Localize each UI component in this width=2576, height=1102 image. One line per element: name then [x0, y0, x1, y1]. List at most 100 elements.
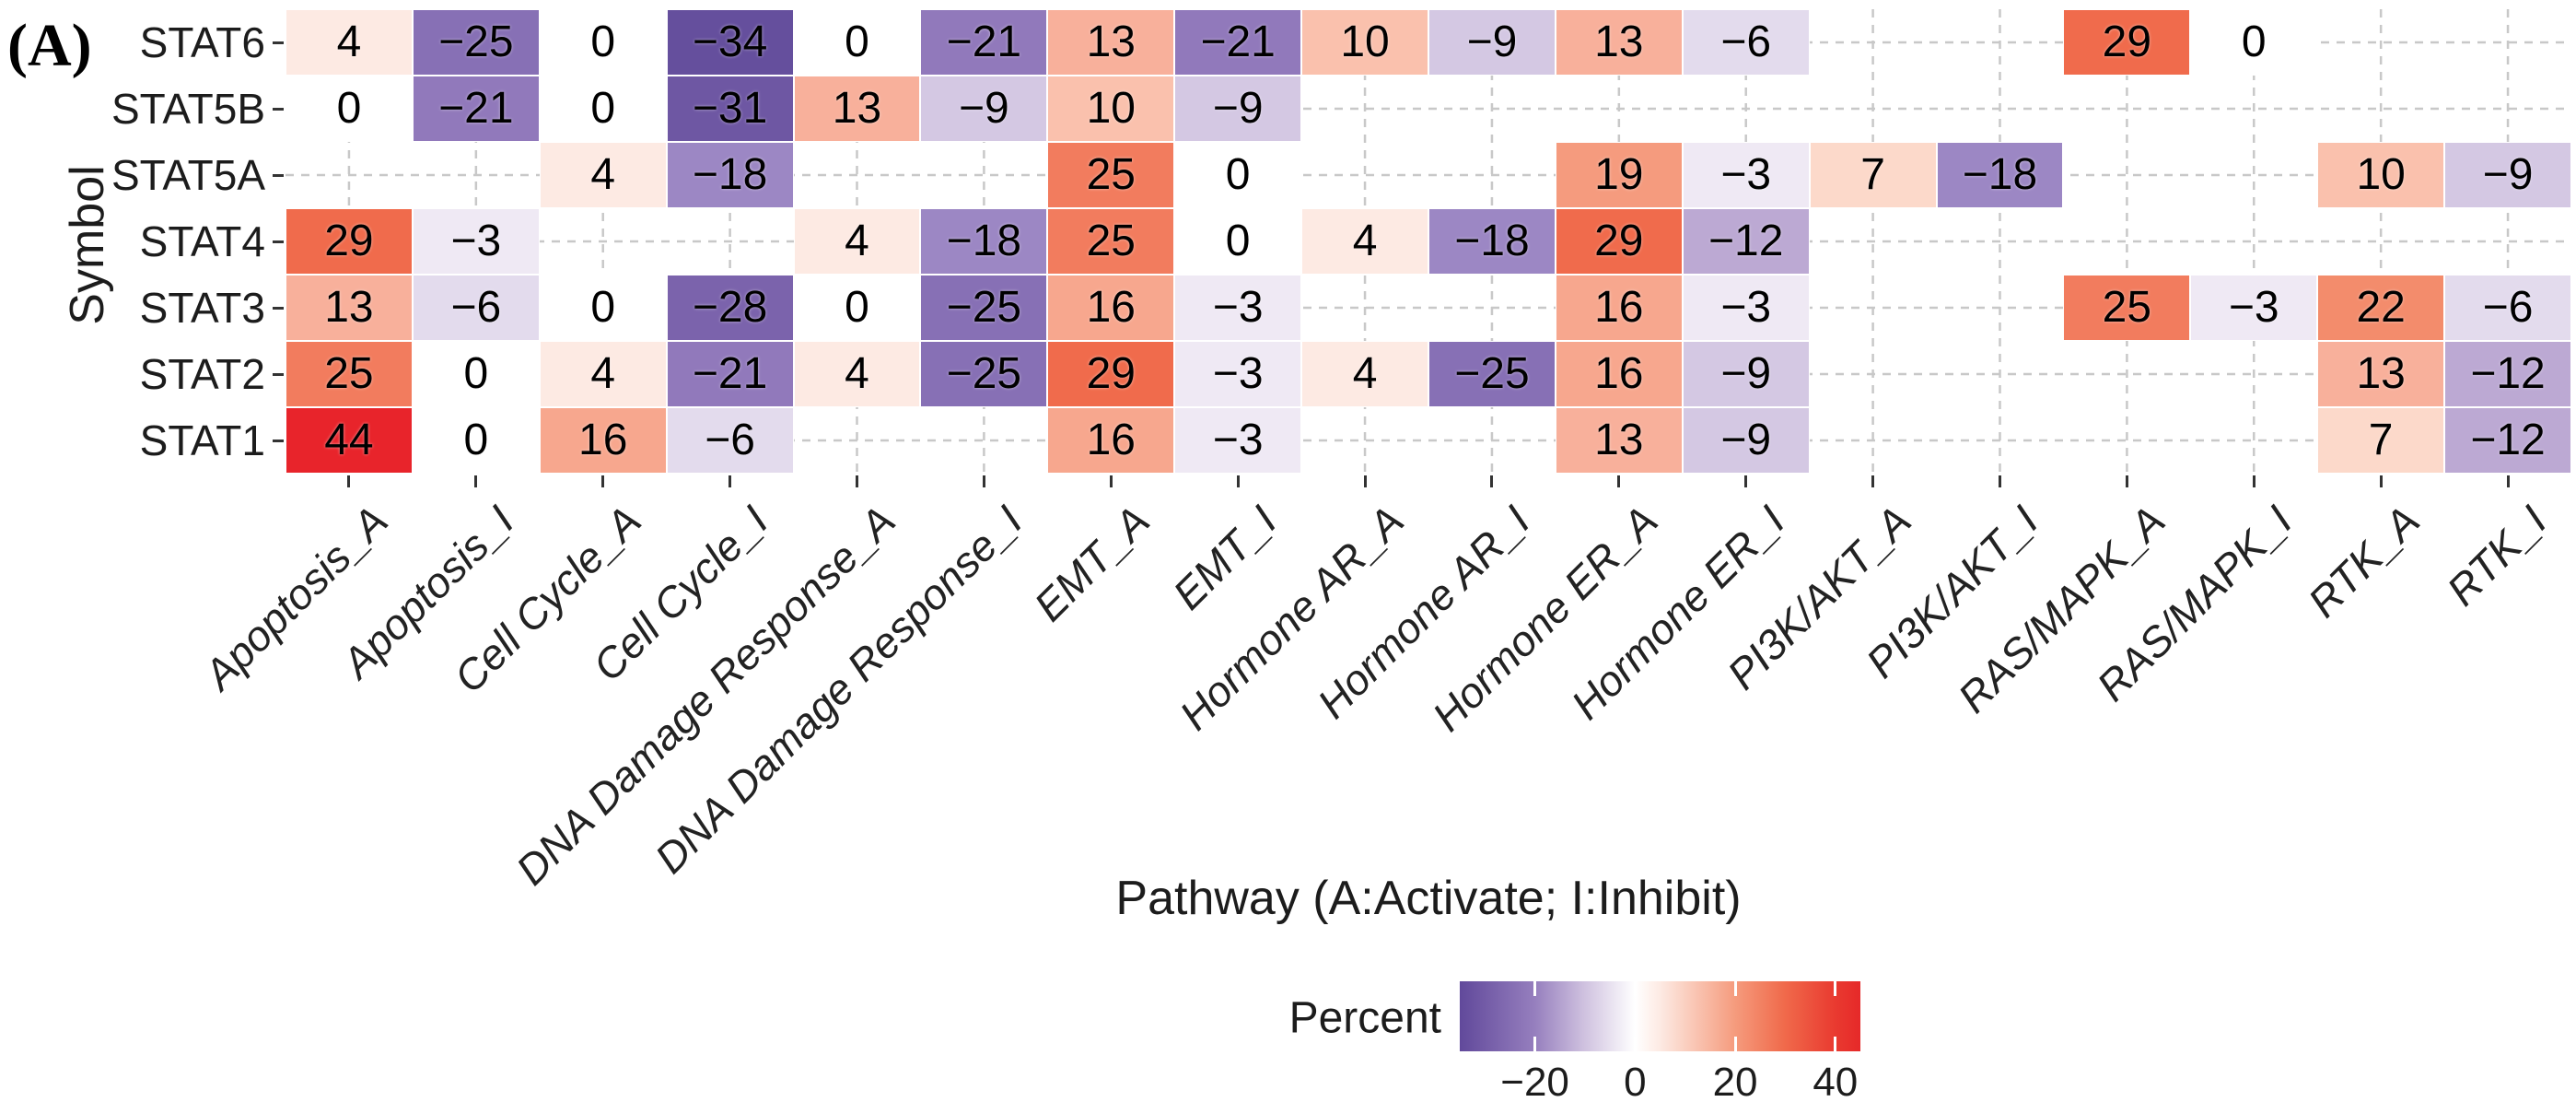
cell-value: 0	[336, 84, 362, 133]
cell-value: 0	[463, 349, 489, 398]
heatmap-cell: 13	[1047, 9, 1175, 76]
cell-value: 0	[2241, 18, 2267, 66]
row-label: STAT2	[139, 350, 265, 398]
heatmap-cell: 13	[793, 76, 921, 142]
y-axis-tick	[273, 306, 284, 310]
cell-value: 10	[2356, 150, 2406, 199]
x-axis-tick	[729, 475, 732, 487]
heatmap-cell: −9	[1174, 76, 1302, 142]
x-axis-tick	[601, 475, 605, 487]
heatmap-cell: 19	[1555, 142, 1683, 208]
heatmap-cell: −28	[666, 275, 794, 341]
cell-value: −21	[946, 18, 1022, 66]
heatmap-cell: 13	[2317, 341, 2445, 407]
heatmap-cell: 0	[539, 275, 667, 341]
heatmap-cell: −21	[412, 76, 540, 142]
cell-value: −21	[692, 349, 768, 398]
cell-value: 13	[832, 84, 882, 133]
heatmap-cell: −6	[2444, 275, 2571, 341]
x-axis-tick	[1999, 475, 2001, 487]
cell-value: 0	[590, 18, 616, 66]
x-axis-tick	[1871, 475, 1875, 487]
heatmap-cell: −25	[1428, 341, 1556, 407]
cell-value: 4	[845, 349, 869, 398]
x-axis-tick	[1363, 475, 1367, 487]
y-axis-title: Symbol	[61, 165, 114, 325]
cell-value: −9	[959, 84, 1009, 133]
y-axis-tick	[273, 107, 284, 111]
heatmap-cell: −6	[1682, 9, 1810, 76]
heatmap-cell: 16	[1555, 341, 1683, 407]
cell-value: −34	[692, 18, 768, 66]
cell-value: −3	[1720, 283, 1772, 332]
colorbar-tick-label: 20	[1712, 1060, 1758, 1102]
heatmap-cell: 10	[1301, 9, 1428, 76]
colorbar-tick-label: 40	[1813, 1060, 1859, 1102]
cell-value: −9	[1466, 18, 1518, 66]
cell-value: −6	[2482, 283, 2534, 332]
cell-value: −12	[2470, 349, 2546, 398]
row-label: STAT3	[139, 284, 265, 332]
heatmap-cell: −3	[1682, 142, 1810, 208]
heatmap-cell: 29	[1047, 341, 1175, 407]
x-axis-tick	[2252, 475, 2255, 487]
cell-value: 13	[1594, 18, 1644, 66]
cell-value: −31	[692, 84, 768, 133]
cell-value: −25	[946, 283, 1022, 332]
heatmap-cell: −6	[666, 407, 794, 474]
x-axis-tick	[2125, 475, 2128, 487]
colorbar-tick-label: −20	[1500, 1060, 1569, 1102]
heatmap-cell: 0	[539, 76, 667, 142]
heatmap-cell: 4	[793, 208, 921, 275]
heatmap-cell: −12	[2444, 341, 2571, 407]
heatmap-cell: −9	[1682, 407, 1810, 474]
cell-value: 22	[2356, 283, 2406, 332]
y-axis-tick	[273, 173, 284, 177]
x-axis-tick	[2506, 475, 2510, 487]
cell-value: −25	[1454, 349, 1530, 398]
cell-value: −18	[1962, 150, 2038, 199]
heatmap-cell: −3	[1174, 341, 1302, 407]
heatmap-cell: 0	[793, 9, 921, 76]
heatmap-cell: 4	[1301, 341, 1428, 407]
x-axis-tick	[1236, 475, 1240, 487]
heatmap-cell: 4	[1301, 208, 1428, 275]
cell-value: −6	[705, 416, 755, 464]
cell-value: 29	[2102, 18, 2152, 66]
x-axis-tick	[1109, 475, 1113, 487]
cell-value: 16	[1086, 416, 1136, 464]
x-axis-tick	[347, 475, 351, 487]
heatmap-cell: −21	[920, 9, 1048, 76]
heatmap-cell: 10	[1047, 76, 1175, 142]
y-axis-tick	[273, 372, 284, 376]
heatmap-cell: 0	[793, 275, 921, 341]
heatmap-cell: −31	[666, 76, 794, 142]
heatmap-cell: 0	[286, 76, 413, 142]
heatmap-cell: 4	[539, 341, 667, 407]
cell-value: −3	[2228, 283, 2279, 332]
heatmap-cell: 4	[286, 9, 413, 76]
cell-value: −21	[1200, 18, 1276, 66]
heatmap-cell: −18	[1936, 142, 2064, 208]
heatmap-cell: −3	[2190, 275, 2318, 341]
heatmap-cell: 0	[539, 9, 667, 76]
heatmap-cell: 44	[286, 407, 413, 474]
cell-value: 0	[590, 84, 616, 133]
colorbar-tick-mark	[1533, 1037, 1537, 1051]
cell-value: −3	[450, 217, 502, 265]
cell-value: −9	[1720, 349, 1772, 398]
cell-value: 0	[590, 283, 616, 332]
heatmap-cell: 25	[286, 341, 413, 407]
heatmap-cell: −3	[1174, 407, 1302, 474]
x-axis-title: Pathway (A:Activate; I:Inhibit)	[1115, 872, 1742, 925]
heatmap-cell: 13	[1555, 9, 1683, 76]
cell-value: 10	[1086, 84, 1136, 133]
heatmap-cell: −25	[920, 341, 1048, 407]
cell-value: −28	[692, 283, 768, 332]
cell-value: −25	[946, 349, 1022, 398]
heatmap-cell: −25	[412, 9, 540, 76]
heatmap-cell: −3	[1682, 275, 1810, 341]
cell-value: −12	[1708, 217, 1784, 265]
colorbar-tick-mark	[1533, 981, 1537, 996]
